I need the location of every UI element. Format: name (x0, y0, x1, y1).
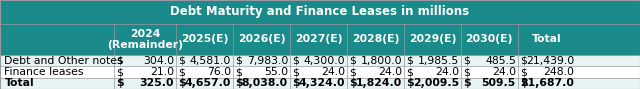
Text: $: $ (520, 78, 528, 88)
Text: $: $ (406, 67, 413, 77)
Bar (0, 0, 640, 24)
Text: 8,038.0: 8,038.0 (242, 78, 288, 88)
Text: 21,687.0: 21,687.0 (520, 78, 574, 88)
Bar (0, 24, 640, 55)
Text: $: $ (349, 56, 356, 66)
Text: 2030(E): 2030(E) (465, 34, 513, 44)
Text: $: $ (236, 67, 243, 77)
Text: $: $ (179, 56, 186, 66)
Text: 24.0: 24.0 (492, 67, 516, 77)
Text: Debt Maturity and Finance Leases in millions: Debt Maturity and Finance Leases in mill… (170, 5, 470, 18)
Text: 55.0: 55.0 (264, 67, 288, 77)
Text: $: $ (292, 67, 300, 77)
Text: 248.0: 248.0 (543, 67, 574, 77)
Text: Total: Total (532, 34, 562, 44)
Text: $: $ (463, 78, 471, 88)
Text: $: $ (116, 56, 124, 66)
Text: 4,324.0: 4,324.0 (298, 78, 345, 88)
Text: $: $ (292, 78, 300, 88)
Text: 1,985.5: 1,985.5 (418, 56, 459, 66)
Text: 4,581.0: 4,581.0 (189, 56, 231, 66)
Text: 24.0: 24.0 (321, 67, 345, 77)
Text: $: $ (179, 67, 186, 77)
Text: 21,439.0: 21,439.0 (526, 56, 574, 66)
Bar (0, 78, 640, 89)
Text: 2026(E): 2026(E) (237, 34, 285, 44)
Text: $: $ (520, 67, 527, 77)
Text: $: $ (292, 56, 300, 66)
Text: 21.0: 21.0 (150, 67, 174, 77)
Text: $: $ (349, 78, 357, 88)
Text: $: $ (406, 78, 414, 88)
Text: 2029(E): 2029(E) (408, 34, 456, 44)
Text: $: $ (116, 78, 124, 88)
Text: $: $ (463, 56, 470, 66)
Text: Debt and Other notes: Debt and Other notes (4, 56, 123, 66)
Text: 1,824.0: 1,824.0 (356, 78, 402, 88)
Text: 2025(E): 2025(E) (180, 34, 228, 44)
Text: 325.0: 325.0 (140, 78, 174, 88)
Text: 4,657.0: 4,657.0 (185, 78, 231, 88)
Text: $: $ (236, 56, 243, 66)
Text: 76.0: 76.0 (207, 67, 231, 77)
Text: Total: Total (4, 78, 34, 88)
Bar (0, 55, 640, 66)
Text: 509.5: 509.5 (481, 78, 516, 88)
Text: $: $ (463, 67, 470, 77)
Text: 2,009.5: 2,009.5 (413, 78, 459, 88)
Text: 2027(E): 2027(E) (294, 34, 342, 44)
Text: 1,800.0: 1,800.0 (360, 56, 402, 66)
Text: 2028(E): 2028(E) (351, 34, 399, 44)
Text: $: $ (520, 56, 527, 66)
Text: $: $ (236, 78, 243, 88)
Text: $: $ (406, 56, 413, 66)
Text: $: $ (179, 78, 186, 88)
Text: $: $ (116, 67, 124, 77)
Text: 485.5: 485.5 (485, 56, 516, 66)
Text: 24.0: 24.0 (378, 67, 402, 77)
Text: Finance leases: Finance leases (4, 67, 84, 77)
Text: $: $ (349, 67, 356, 77)
Text: 304.0: 304.0 (143, 56, 174, 66)
Text: 24.0: 24.0 (435, 67, 459, 77)
Text: 2024
(Remainder): 2024 (Remainder) (107, 29, 183, 50)
Bar (0, 66, 640, 78)
Text: 7,983.0: 7,983.0 (246, 56, 288, 66)
Text: 4,300.0: 4,300.0 (303, 56, 345, 66)
